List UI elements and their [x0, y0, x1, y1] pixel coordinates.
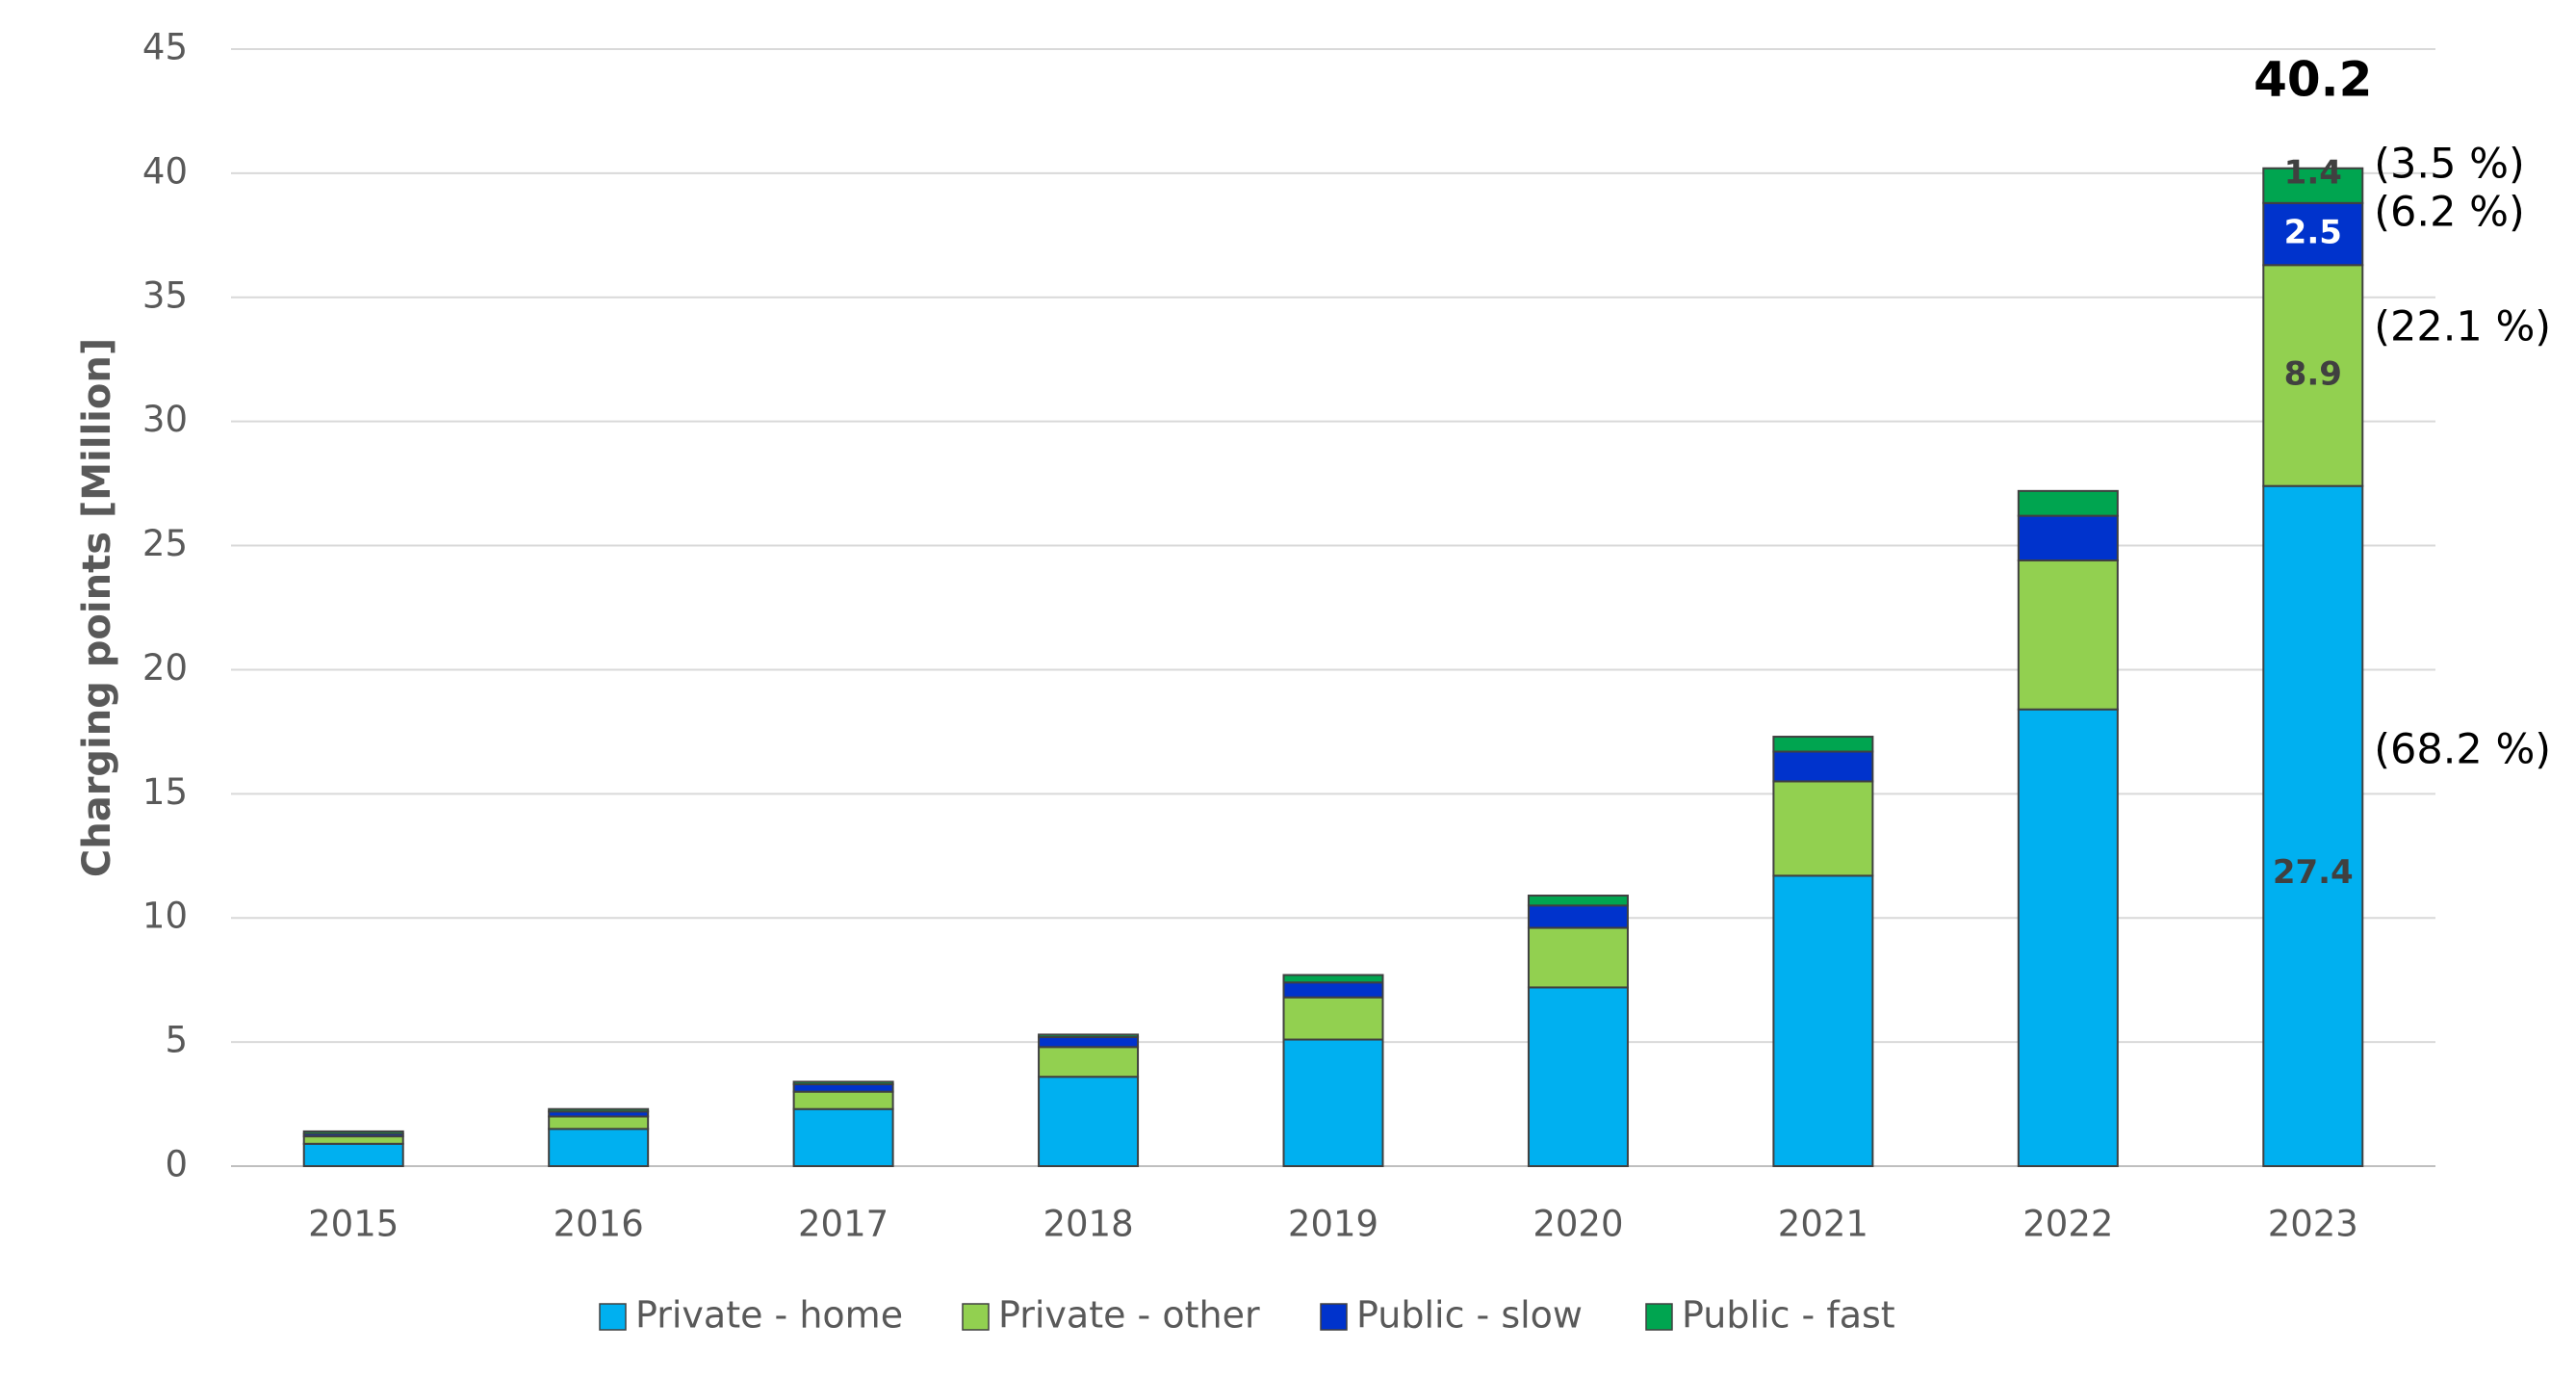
x-tick-label: 2018 [1043, 1204, 1133, 1245]
x-tick-label: 2022 [2022, 1204, 2113, 1245]
legend-swatch [1645, 1303, 1673, 1331]
bar-segment [548, 1107, 650, 1113]
legend-swatch [1320, 1303, 1348, 1331]
bar-segment [1038, 1076, 1140, 1167]
bar-segment [548, 1115, 650, 1131]
y-tick-label: 0 [165, 1144, 188, 1185]
x-tick-label: 2023 [2268, 1204, 2358, 1245]
bar-segment [2262, 264, 2364, 487]
legend-label: Private - other [998, 1294, 1260, 1337]
legend-swatch [599, 1303, 627, 1331]
bar-segment [1282, 1038, 1384, 1167]
bar-segment [302, 1135, 404, 1145]
bar-segment [1038, 1033, 1140, 1038]
bar-segment [1038, 1035, 1140, 1049]
legend-label: Public - fast [1682, 1294, 1895, 1337]
bar-segment [1772, 780, 1874, 877]
bar-segment [302, 1130, 404, 1135]
y-tick-label: 15 [142, 771, 188, 813]
bar-segment [792, 1107, 894, 1167]
bar-segment [1527, 926, 1629, 989]
y-tick-label: 20 [142, 647, 188, 689]
bar-segment [1282, 981, 1384, 999]
bar-segment [2017, 489, 2119, 517]
y-tick-label: 40 [142, 150, 188, 192]
legend-label: Private - home [635, 1294, 903, 1337]
bar-segment [792, 1082, 894, 1093]
x-tick-label: 2019 [1288, 1204, 1378, 1245]
bar-segment [302, 1142, 404, 1168]
bar-segment [2262, 484, 2364, 1167]
y-axis-title: Charging points [Million] [75, 338, 119, 877]
share-label: (68.2 %) [2374, 725, 2551, 773]
data-label: 8.9 [2284, 354, 2342, 393]
total-label: 40.2 [2254, 52, 2372, 108]
bar-segment [548, 1128, 650, 1168]
bar-segment [1772, 750, 1874, 783]
data-label: 27.4 [2273, 853, 2354, 892]
bar-segment [2017, 514, 2119, 562]
y-tick-label: 10 [142, 896, 188, 937]
y-tick-label: 30 [142, 399, 188, 440]
bar-segment [1038, 1046, 1140, 1079]
y-tick-label: 5 [165, 1020, 188, 1061]
bar-segment [792, 1080, 894, 1085]
x-tick-label: 2016 [554, 1204, 644, 1245]
bar-segment [1282, 974, 1384, 984]
bar-segment [2017, 559, 2119, 711]
bar-segment [1527, 986, 1629, 1168]
share-label: (22.1 %) [2374, 302, 2551, 351]
x-tick-label: 2021 [1778, 1204, 1868, 1245]
data-label: 1.4 [2284, 153, 2342, 192]
share-label: (6.2 %) [2374, 189, 2524, 237]
y-tick-label: 45 [142, 27, 188, 68]
bar-segment [1527, 904, 1629, 929]
y-tick-label: 25 [142, 523, 188, 564]
data-label: 2.5 [2284, 214, 2342, 252]
bar-segment [2017, 708, 2119, 1167]
bar-segment [792, 1090, 894, 1110]
bar-segment [2262, 201, 2364, 267]
bar-segment [2262, 167, 2364, 204]
legend-label: Public - slow [1356, 1294, 1583, 1337]
x-tick-label: 2020 [1533, 1204, 1623, 1245]
x-tick-label: 2015 [308, 1204, 399, 1245]
bar-segment [1772, 874, 1874, 1168]
bar-segment [1527, 895, 1629, 907]
bar-segment [1282, 996, 1384, 1041]
x-tick-label: 2017 [798, 1204, 889, 1245]
bar-segment [1772, 736, 1874, 753]
y-tick-label: 35 [142, 274, 188, 316]
legend-swatch [962, 1303, 990, 1331]
share-label: (3.5 %) [2374, 140, 2524, 188]
